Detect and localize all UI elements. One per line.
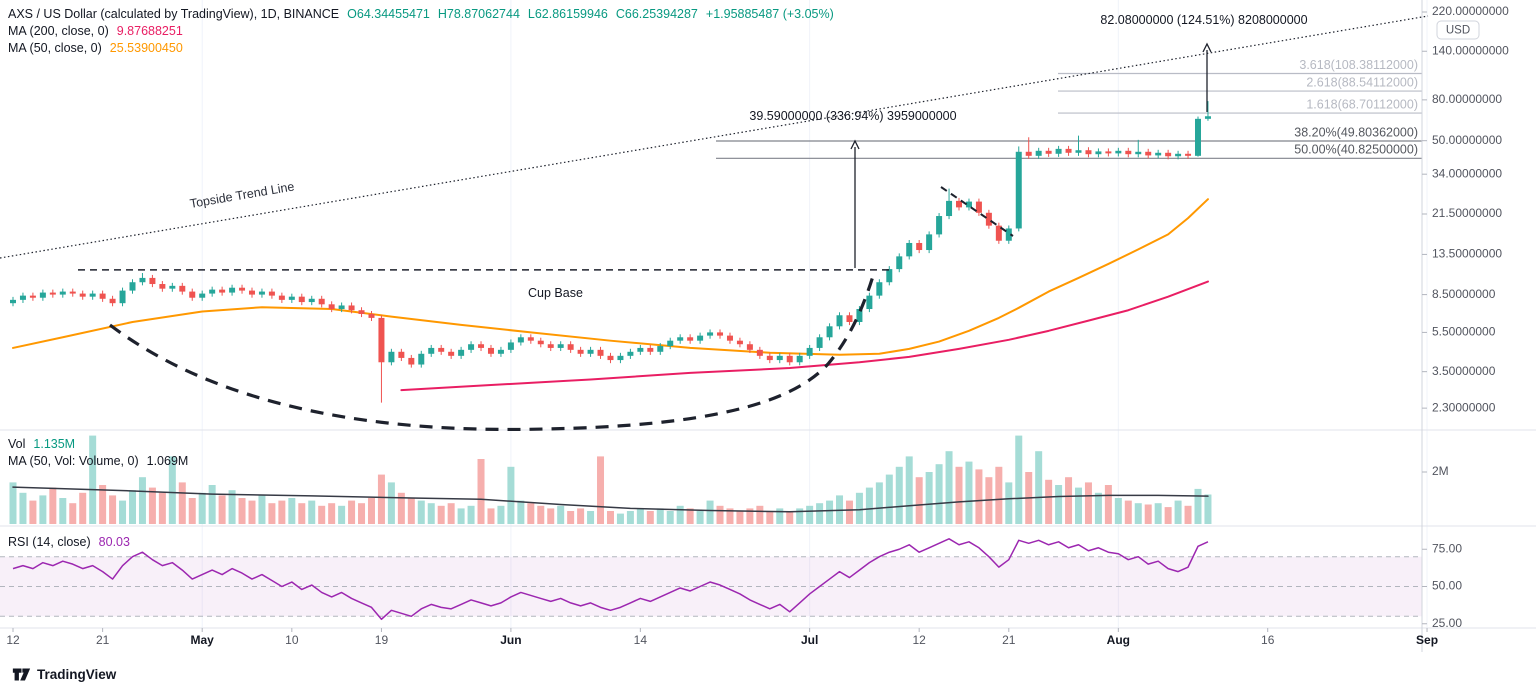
ohlc-change: +1.95885487 (+3.05%) xyxy=(705,7,834,21)
volume-legend[interactable]: Vol 1.135M MA (50, Vol: Volume, 0) 1.069… xyxy=(8,436,188,470)
arrow-2-head xyxy=(1202,42,1212,53)
axis-label: 75.00 xyxy=(1432,541,1462,555)
symbol-title: AXS / US Dollar (calculated by TradingVi… xyxy=(8,7,340,21)
axis-label: 38.20%(49.80362000) xyxy=(1294,125,1418,139)
ohlc-close: C66.25394287 xyxy=(615,7,698,21)
currency-badge[interactable] xyxy=(1436,20,1480,40)
axis-label: 50.00 xyxy=(1432,579,1462,593)
ohlc-low: L62.86159946 xyxy=(527,7,608,21)
axis-label: 21 xyxy=(1002,633,1016,647)
ma200-legend-label: MA (200, close, 0) xyxy=(8,24,109,38)
axis-label: Jul xyxy=(801,633,818,647)
user-drawings[interactable] xyxy=(0,15,1429,432)
axis-label: Sep xyxy=(1416,633,1438,647)
axis-label: 34.00000000 xyxy=(1432,166,1502,180)
rsi-line[interactable] xyxy=(12,538,1209,621)
ma50-legend-value: 25.53900450 xyxy=(109,41,183,55)
price-axis[interactable]: 220.00000000 140.00000000 80.00000000 50.00… xyxy=(1421,0,1509,652)
rsi-legend[interactable]: RSI (14, close) 80.03 xyxy=(8,534,130,551)
axis-label: 13.50000000 xyxy=(1432,247,1502,261)
tradingview-watermark[interactable]: TradingView xyxy=(12,666,116,683)
axis-label: USD xyxy=(1446,25,1470,37)
tradingview-logo-icon xyxy=(12,668,31,681)
axis-label: 2.30000000 xyxy=(1432,400,1496,414)
candles-layer xyxy=(10,101,1211,403)
axis-label: Aug xyxy=(1107,633,1130,647)
watermark-text: TradingView xyxy=(37,667,117,682)
axis-label: 3.50000000 xyxy=(1432,364,1496,378)
axis-label: 19 xyxy=(375,633,389,647)
cup-curve[interactable] xyxy=(109,275,875,432)
axis-label: 10 xyxy=(285,633,299,647)
axis-label: 3.618(108.38112000) xyxy=(1299,58,1418,72)
axis-label: 1.618(68.70112000) xyxy=(1306,97,1418,111)
vol-ma-value: 1.069M xyxy=(146,454,189,468)
ohlc-open: O64.34455471 xyxy=(347,7,430,21)
fib-levels[interactable]: 3.618(108.38112000) 2.618(88.54112000) 1.6… xyxy=(716,58,1422,159)
axis-label: 2.618(88.54112000) xyxy=(1306,75,1418,89)
topside-trend-line[interactable] xyxy=(0,15,1429,259)
vol-ma-label: MA (50, Vol: Volume, 0) xyxy=(8,454,139,468)
axis-label: 140.00000000 xyxy=(1432,43,1509,57)
axis-label: 80.00000000 xyxy=(1432,92,1502,106)
cup-base-label[interactable]: Cup Base xyxy=(528,286,583,300)
flag-line[interactable] xyxy=(940,186,1014,237)
vol-value: 1.135M xyxy=(33,437,76,451)
vol-label: Vol xyxy=(8,437,26,451)
ma50-legend-label: MA (50, close, 0) xyxy=(8,41,102,55)
axis-label: 50.00%(40.82500000) xyxy=(1294,143,1418,157)
rsi-band xyxy=(0,556,1422,617)
axis-label: May xyxy=(191,633,215,647)
time-axis[interactable]: 12 21 May 10 19 Jun 14 Jul 12 21 Aug 16 Sep xyxy=(6,628,1438,647)
ohlc-high: H78.87062744 xyxy=(437,7,520,21)
rsi-value: 80.03 xyxy=(98,535,130,549)
target-annotation-39[interactable]: 39.59000000 (336.94%) 3959000000 xyxy=(749,109,957,123)
volume-bars xyxy=(9,435,1212,524)
vol-ma-line[interactable] xyxy=(12,486,1209,513)
axis-label: Jun xyxy=(500,633,521,647)
axis-label: 21.50000000 xyxy=(1432,206,1502,220)
target-annotation-82[interactable]: 82.08000000 (124.51%) 8208000000 xyxy=(1100,13,1308,27)
axis-label: 21 xyxy=(96,633,110,647)
price-legend[interactable]: AXS / US Dollar (calculated by TradingVi… xyxy=(8,6,834,57)
rsi-label: RSI (14, close) xyxy=(8,535,91,549)
axis-label: 8.50000000 xyxy=(1432,287,1496,301)
axis-label: 5.50000000 xyxy=(1432,325,1496,339)
axis-label: 12 xyxy=(6,633,20,647)
axis-label: 12 xyxy=(912,633,926,647)
axis-label: 16 xyxy=(1261,633,1275,647)
axis-label: 14 xyxy=(634,633,648,647)
ma200-line[interactable] xyxy=(400,280,1209,392)
axis-label: 2M xyxy=(1432,464,1449,478)
axis-label: 25.00 xyxy=(1432,616,1462,630)
axis-label: 220.00000000 xyxy=(1432,4,1509,18)
ma50-line[interactable] xyxy=(12,198,1209,356)
axis-label: 50.00000000 xyxy=(1432,133,1502,147)
gridlines xyxy=(201,0,1428,628)
ma200-legend-value: 9.87688251 xyxy=(116,24,183,38)
arrow-1-head xyxy=(850,139,860,150)
